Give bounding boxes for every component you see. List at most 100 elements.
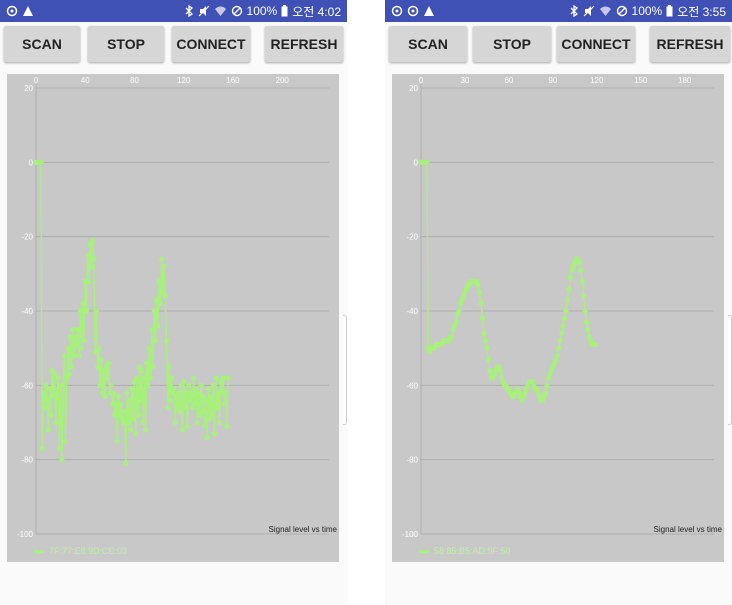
- data-point: [44, 397, 50, 403]
- data-point: [155, 323, 161, 329]
- data-point: [194, 419, 200, 426]
- x-tick-label: 0: [34, 76, 39, 85]
- signal-chart: 20 0 -20 -40 -60 -80 -100 0 30 60 90 120 150 180: [392, 74, 724, 562]
- battery-percent: 100%: [246, 4, 278, 18]
- signal-chart: 20 0 -20 -40 -60 -80 -100 0 40 80 120 160 200: [7, 74, 339, 562]
- data-point: [560, 323, 566, 329]
- data-point: [106, 360, 112, 366]
- stop-button[interactable]: STOP: [88, 26, 164, 62]
- data-point: [79, 345, 85, 351]
- connect-button[interactable]: CONNECT: [172, 26, 250, 62]
- data-point: [58, 382, 64, 388]
- y-tick-label: -100: [402, 530, 419, 539]
- data-point: [479, 315, 486, 321]
- data-point: [133, 431, 139, 437]
- data-point: [477, 289, 483, 295]
- data-point: [152, 338, 158, 344]
- data-point: [182, 405, 188, 411]
- data-point: [80, 301, 86, 307]
- y-tick-label: -80: [406, 456, 418, 465]
- chart-legend: 7F:77:E8:9D:CE:03: [34, 546, 127, 556]
- data-point: [559, 330, 565, 336]
- data-point: [50, 393, 56, 400]
- edge-panel-handle[interactable]: [343, 315, 347, 425]
- data-point: [567, 275, 573, 281]
- chart-description: Signal level vs time: [268, 525, 337, 534]
- edge-panel-handle[interactable]: [728, 315, 732, 425]
- data-point: [198, 382, 204, 388]
- data-point: [138, 397, 144, 403]
- data-point: [43, 382, 49, 388]
- data-point: [188, 390, 194, 396]
- data-point: [582, 308, 588, 314]
- data-point: [225, 375, 231, 381]
- y-tick-label: -60: [21, 381, 33, 390]
- data-point: [177, 408, 183, 414]
- data-point: [181, 379, 187, 385]
- data-point: [96, 345, 102, 351]
- data-point: [134, 375, 140, 381]
- y-tick-label: -100: [17, 530, 34, 539]
- data-point: [482, 338, 489, 344]
- data-point: [140, 419, 146, 426]
- data-point: [218, 379, 224, 385]
- data-point: [69, 364, 75, 370]
- data-point: [40, 390, 47, 396]
- legend-label: 7F:77:E8:9D:CE:03: [49, 546, 128, 556]
- bluetooth-icon: [185, 5, 193, 17]
- data-point: [197, 412, 203, 418]
- data-point: [544, 382, 550, 388]
- connect-button[interactable]: CONNECT: [557, 26, 635, 62]
- data-point: [113, 401, 119, 407]
- warning-icon: [23, 6, 33, 16]
- data-point: [87, 241, 93, 247]
- button-toolbar: SCAN STOP CONNECT REFRESH: [385, 26, 732, 66]
- data-point: [220, 375, 226, 381]
- data-point: [163, 338, 170, 344]
- data-point: [56, 445, 63, 452]
- status-bar: 100% 오전 3:55: [385, 0, 732, 22]
- bluetooth-icon: [570, 5, 578, 17]
- stop-button[interactable]: STOP: [473, 26, 551, 62]
- scan-button[interactable]: SCAN: [389, 26, 467, 62]
- data-point: [213, 375, 219, 381]
- wifi-icon: [599, 6, 611, 16]
- data-point: [193, 386, 199, 392]
- warning-icon: [424, 6, 434, 16]
- data-point: [107, 390, 113, 396]
- data-point: [171, 386, 177, 392]
- legend-swatch: [34, 549, 44, 553]
- data-point: [205, 386, 211, 392]
- data-point: [581, 293, 587, 299]
- data-point: [563, 308, 569, 314]
- data-point: [54, 390, 60, 396]
- data-point: [456, 308, 462, 314]
- data-point: [224, 423, 230, 429]
- data-point: [98, 356, 104, 362]
- refresh-button[interactable]: REFRESH: [650, 26, 730, 62]
- data-point: [136, 364, 142, 370]
- y-tick-label: 20: [24, 84, 33, 93]
- data-point: [557, 338, 563, 344]
- data-point: [125, 419, 131, 426]
- data-point: [578, 267, 584, 273]
- data-point: [146, 345, 152, 351]
- scan-button[interactable]: SCAN: [4, 26, 80, 62]
- x-tick-label: 200: [276, 76, 290, 85]
- data-point: [564, 297, 571, 303]
- data-point: [149, 327, 155, 333]
- data-point: [59, 457, 65, 463]
- data-point: [51, 371, 58, 377]
- status-bar: 100% 오전 4:02: [0, 0, 347, 22]
- data-point: [162, 293, 168, 299]
- no-sim-icon: [616, 5, 627, 17]
- data-point: [184, 423, 190, 429]
- battery-icon: [281, 5, 288, 17]
- refresh-button[interactable]: REFRESH: [265, 26, 343, 62]
- data-point: [77, 308, 83, 314]
- data-point: [191, 375, 197, 381]
- data-point: [583, 319, 590, 325]
- data-point: [131, 379, 138, 385]
- data-point: [115, 393, 122, 400]
